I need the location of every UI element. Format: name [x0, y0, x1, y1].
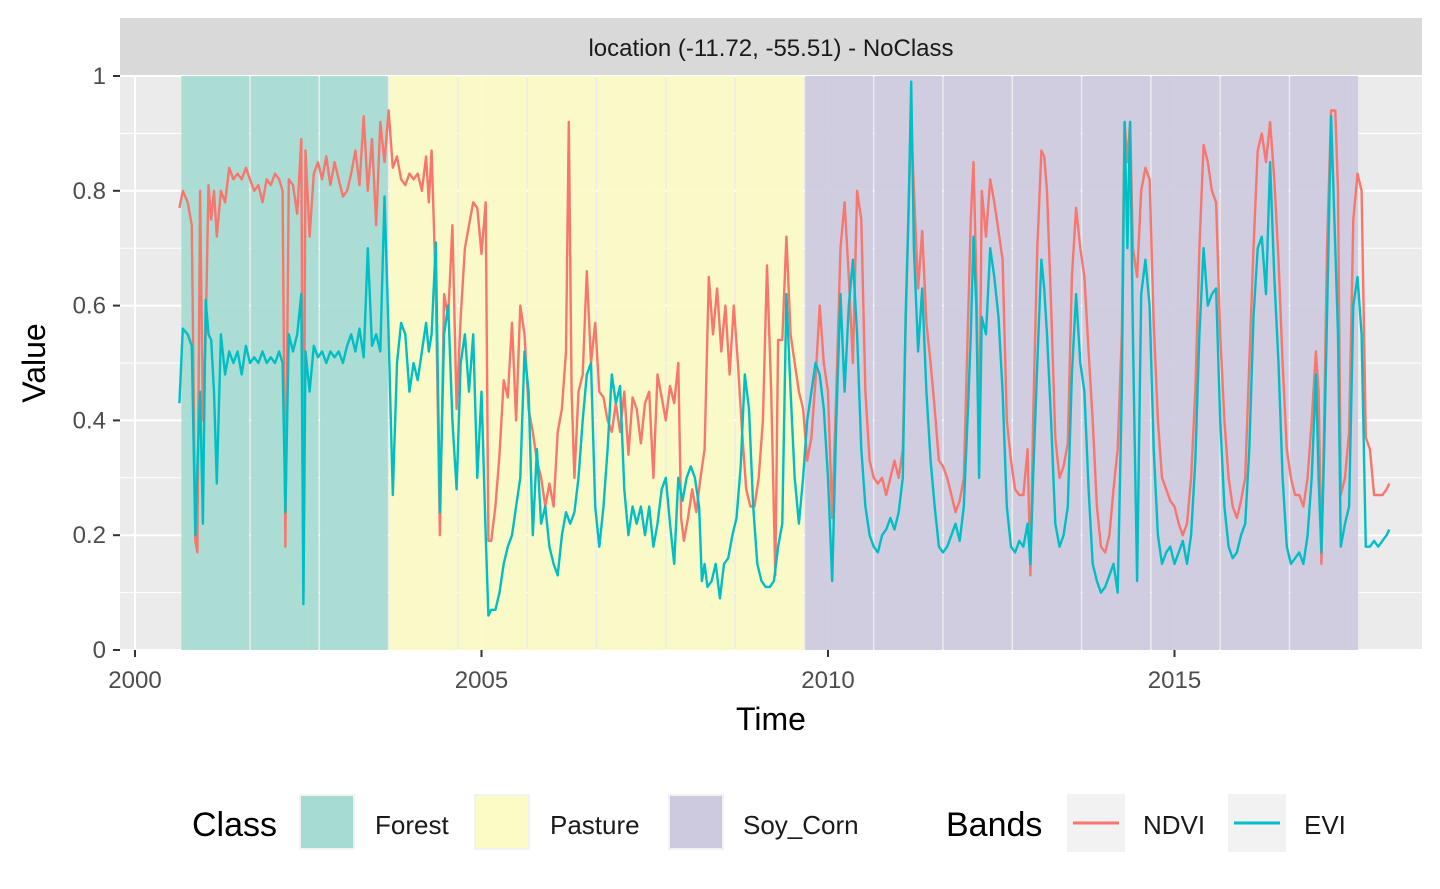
x-axis-title: Time: [736, 701, 806, 737]
series-line-ndvi: [178, 109, 1391, 600]
y-tick-label: 0.2: [73, 522, 106, 549]
legend-key-pasture: [476, 796, 528, 848]
x-tick-label: 2015: [1148, 667, 1201, 694]
legend-label-soy-corn: Soy_Corn: [743, 810, 859, 840]
legend-key-forest: [301, 796, 353, 848]
class-period-pasture: [527, 76, 596, 650]
class-period-soy-corn: [874, 76, 943, 650]
legend-label-evi: EVI: [1304, 810, 1346, 840]
series-lines: [178, 80, 1391, 617]
y-tick-label: 0.8: [73, 178, 106, 205]
y-tick-label: 0.4: [73, 407, 106, 434]
facet-strip-background: [120, 18, 1422, 76]
x-tick-label: 2000: [108, 667, 161, 694]
class-period-forest: [320, 76, 388, 650]
y-axis-title: Value: [16, 323, 52, 402]
y-tick-label: 0.6: [73, 293, 106, 320]
class-period-pasture: [458, 76, 527, 650]
facet-strip: location (-11.72, -55.51) - NoClass: [120, 18, 1422, 76]
class-period-pasture: [389, 76, 458, 650]
legend-label-forest: Forest: [375, 810, 449, 840]
x-tick-label: 2010: [801, 667, 854, 694]
legend: Class Forest Pasture Soy_Corn Bands NDVI…: [192, 794, 1346, 852]
x-axis: 2000 2005 2010 2015: [108, 650, 1201, 694]
y-tick-label: 1: [93, 63, 106, 90]
legend-label-ndvi: NDVI: [1143, 810, 1205, 840]
y-tick-label: 0: [93, 637, 106, 664]
class-period-soy-corn: [1082, 76, 1151, 650]
facet-strip-title: location (-11.72, -55.51) - NoClass: [588, 35, 953, 62]
class-legend-title: Class: [192, 806, 277, 844]
x-tick-label: 2005: [455, 667, 508, 694]
series-line-evi: [178, 80, 1391, 617]
y-axis: 0 0.2 0.4 0.6 0.8 1: [73, 63, 120, 664]
bands-legend-title: Bands: [946, 806, 1042, 844]
legend-key-soy-corn: [670, 796, 722, 848]
class-periods: [181, 76, 1359, 650]
legend-label-pasture: Pasture: [550, 810, 640, 840]
class-period-pasture: [597, 76, 666, 650]
